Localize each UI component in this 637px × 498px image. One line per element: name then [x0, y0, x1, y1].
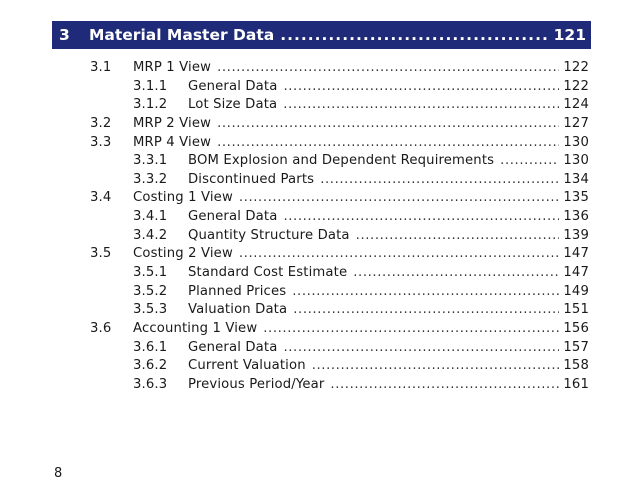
toc-entry[interactable]: 3.1.2 Lot Size Data 124 — [0, 96, 637, 115]
section-page: 161 — [563, 376, 589, 392]
toc-entry[interactable]: 3.3 MRP 4 View 130 — [0, 134, 637, 153]
section-number: 3.1 — [90, 60, 112, 75]
toc-entry[interactable]: 3.5.1 Standard Cost Estimate 147 — [0, 264, 637, 283]
section-title: Discontinued Parts — [188, 171, 315, 187]
section-title: Previous Period/Year — [188, 376, 325, 392]
chapter-heading[interactable]: 3 Material Master Data 121 — [52, 21, 591, 49]
dot-leader — [263, 320, 559, 339]
dot-leader — [239, 189, 559, 208]
section-page: 130 — [563, 134, 589, 150]
section-number: 3.5.1 — [133, 265, 168, 281]
toc-entry[interactable]: 3.4.2 Quantity Structure Data 139 — [0, 227, 637, 246]
section-number: 3.3.1 — [133, 153, 168, 169]
dot-leader — [217, 115, 559, 134]
chapter-number: 3 — [59, 26, 70, 44]
section-number: 3.3 — [90, 134, 112, 150]
toc-entry[interactable]: 3.3.2 Discontinued Parts 134 — [0, 171, 637, 190]
section-number: 3.4.1 — [133, 209, 168, 225]
section-number: 3.6 — [90, 320, 112, 336]
toc-entry[interactable]: 3.4.1 General Data 136 — [0, 208, 637, 227]
section-number: 3.3.2 — [133, 171, 168, 187]
dot-leader — [283, 208, 559, 227]
chapter-page: 121 — [553, 26, 586, 44]
section-number: 3.1.1 — [133, 78, 168, 94]
section-page: 124 — [563, 97, 589, 113]
section-title: MRP 4 View — [133, 134, 212, 150]
dot-leader — [239, 245, 559, 264]
dot-leader — [312, 357, 560, 376]
section-page: 149 — [563, 283, 589, 299]
toc-entry[interactable]: 3.6.2 Current Valuation 158 — [0, 357, 637, 376]
section-number: 3.4.2 — [133, 227, 168, 243]
section-title: Accounting 1 View — [133, 320, 258, 336]
section-page: 127 — [563, 115, 589, 131]
section-title: Planned Prices — [188, 283, 287, 299]
section-page: 122 — [563, 60, 589, 75]
dot-leader — [217, 134, 559, 153]
section-page: 156 — [563, 320, 589, 336]
section-number: 3.6.1 — [133, 339, 168, 355]
section-page: 135 — [563, 190, 589, 206]
toc-entry[interactable]: 3.6.1 General Data 157 — [0, 339, 637, 358]
chapter-title: Material Master Data — [89, 26, 275, 44]
dot-leader — [320, 171, 559, 190]
section-title: Costing 1 View — [133, 190, 233, 206]
dot-leader — [330, 376, 559, 395]
section-page: 122 — [563, 78, 589, 94]
section-page: 134 — [563, 171, 589, 187]
dot-leader — [500, 152, 559, 171]
section-page: 139 — [563, 227, 589, 243]
dot-leader — [280, 26, 547, 44]
section-title: BOM Explosion and Dependent Requirements — [188, 153, 495, 169]
section-number: 3.5 — [90, 246, 112, 262]
section-title: Quantity Structure Data — [188, 227, 350, 243]
section-page: 147 — [563, 265, 589, 281]
section-title: General Data — [188, 209, 278, 225]
section-title: Valuation Data — [188, 302, 288, 318]
section-number: 3.1.2 — [133, 97, 168, 113]
section-page: 157 — [563, 339, 589, 355]
section-page: 136 — [563, 209, 589, 225]
toc-entry[interactable]: 3.6 Accounting 1 View 156 — [0, 320, 637, 339]
dot-leader — [217, 59, 559, 78]
section-number: 3.5.3 — [133, 302, 168, 318]
section-title: MRP 1 View — [133, 60, 212, 75]
dot-leader — [293, 301, 559, 320]
section-page: 147 — [563, 246, 589, 262]
section-number: 3.5.2 — [133, 283, 168, 299]
table-of-contents: 3.1 MRP 1 View122 3.1.1 General Data122 … — [0, 59, 637, 395]
section-page: 158 — [563, 358, 589, 374]
section-number: 3.4 — [90, 190, 112, 206]
toc-entry[interactable]: 3.5 Costing 2 View 147 — [0, 245, 637, 264]
section-number: 3.2 — [90, 115, 112, 131]
toc-entry[interactable]: 3.1.1 General Data 122 — [0, 78, 637, 97]
section-number: 3.6.3 — [133, 376, 168, 392]
toc-entry[interactable]: 3.3.1 BOM Explosion and Dependent Requir… — [0, 152, 637, 171]
toc-entry[interactable]: 3.1 MRP 1 View 122 — [0, 59, 637, 78]
section-title: Lot Size Data — [188, 97, 278, 113]
toc-entry[interactable]: 3.6.3 Previous Period/Year 161 — [0, 376, 637, 395]
section-title: General Data — [188, 339, 278, 355]
toc-entry[interactable]: 3.4 Costing 1 View 135 — [0, 189, 637, 208]
toc-entry[interactable]: 3.5.3 Valuation Data 151 — [0, 301, 637, 320]
section-title: Costing 2 View — [133, 246, 233, 262]
dot-leader — [283, 96, 559, 115]
section-title: Current Valuation — [188, 358, 306, 374]
dot-leader — [283, 339, 559, 358]
section-title: MRP 2 View — [133, 115, 212, 131]
dot-leader — [292, 283, 559, 302]
toc-entry[interactable]: 3.2 MRP 2 View 127 — [0, 115, 637, 134]
dot-leader — [353, 264, 559, 283]
section-title: Standard Cost Estimate — [188, 265, 348, 281]
section-page: 130 — [563, 153, 589, 169]
dot-leader — [356, 227, 560, 246]
section-title: General Data — [188, 78, 278, 94]
section-number: 3.6.2 — [133, 358, 168, 374]
toc-entry[interactable]: 3.5.2 Planned Prices 149 — [0, 283, 637, 302]
dot-leader — [283, 78, 559, 97]
page-number: 8 — [54, 466, 63, 481]
section-page: 151 — [563, 302, 589, 318]
